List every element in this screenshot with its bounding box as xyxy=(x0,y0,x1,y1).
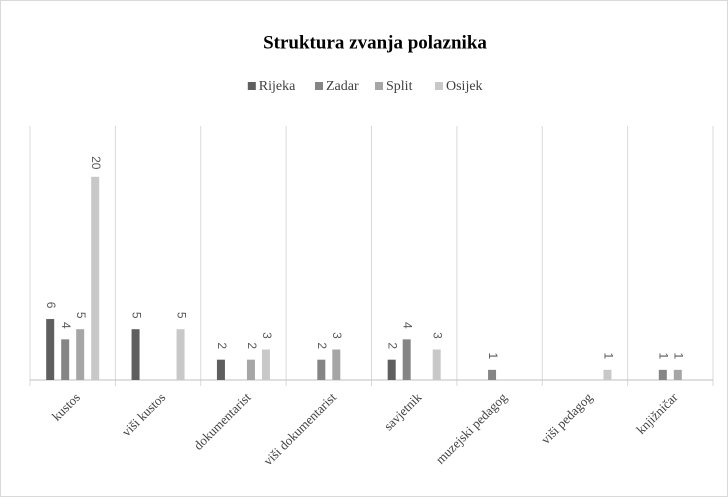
data-label: 1 xyxy=(486,352,500,359)
bar xyxy=(76,329,85,380)
bar xyxy=(488,369,497,380)
bar xyxy=(176,329,185,380)
data-label: 3 xyxy=(431,332,445,339)
bar xyxy=(46,319,55,380)
data-label: 6 xyxy=(44,302,58,309)
data-label: 1 xyxy=(657,352,671,359)
data-label: 2 xyxy=(245,342,259,349)
data-label: 20 xyxy=(89,156,103,170)
bar xyxy=(61,339,70,380)
bar xyxy=(673,369,682,380)
bar xyxy=(658,369,667,380)
data-label: 4 xyxy=(401,322,415,329)
data-label: 1 xyxy=(601,352,615,359)
bar xyxy=(246,359,255,380)
data-label: 5 xyxy=(129,312,143,319)
legend-label: Osijek xyxy=(446,79,483,94)
bar xyxy=(332,349,341,380)
bar xyxy=(261,349,270,380)
bar xyxy=(131,329,140,380)
data-label: 2 xyxy=(215,342,229,349)
legend-swatch xyxy=(315,82,323,90)
legend-label: Split xyxy=(386,79,413,94)
bar xyxy=(402,339,411,380)
bar xyxy=(603,369,612,380)
legend-label: Zadar xyxy=(326,79,359,94)
bar xyxy=(387,359,396,380)
chart-title: Struktura zvanja polaznika xyxy=(263,32,487,53)
legend-swatch xyxy=(435,82,443,90)
data-label: 5 xyxy=(174,312,188,319)
data-label: 1 xyxy=(672,352,686,359)
data-label: 2 xyxy=(386,342,400,349)
bar xyxy=(216,359,225,380)
data-label: 4 xyxy=(59,322,73,329)
legend-swatch xyxy=(375,82,383,90)
bar xyxy=(432,349,441,380)
data-label: 3 xyxy=(330,332,344,339)
bar xyxy=(91,176,100,380)
bar xyxy=(317,359,326,380)
legend-swatch xyxy=(247,82,256,90)
data-label: 3 xyxy=(260,332,274,339)
legend-label: Rijeka xyxy=(259,79,296,94)
data-label: 2 xyxy=(315,342,329,349)
data-label: 5 xyxy=(74,312,88,319)
